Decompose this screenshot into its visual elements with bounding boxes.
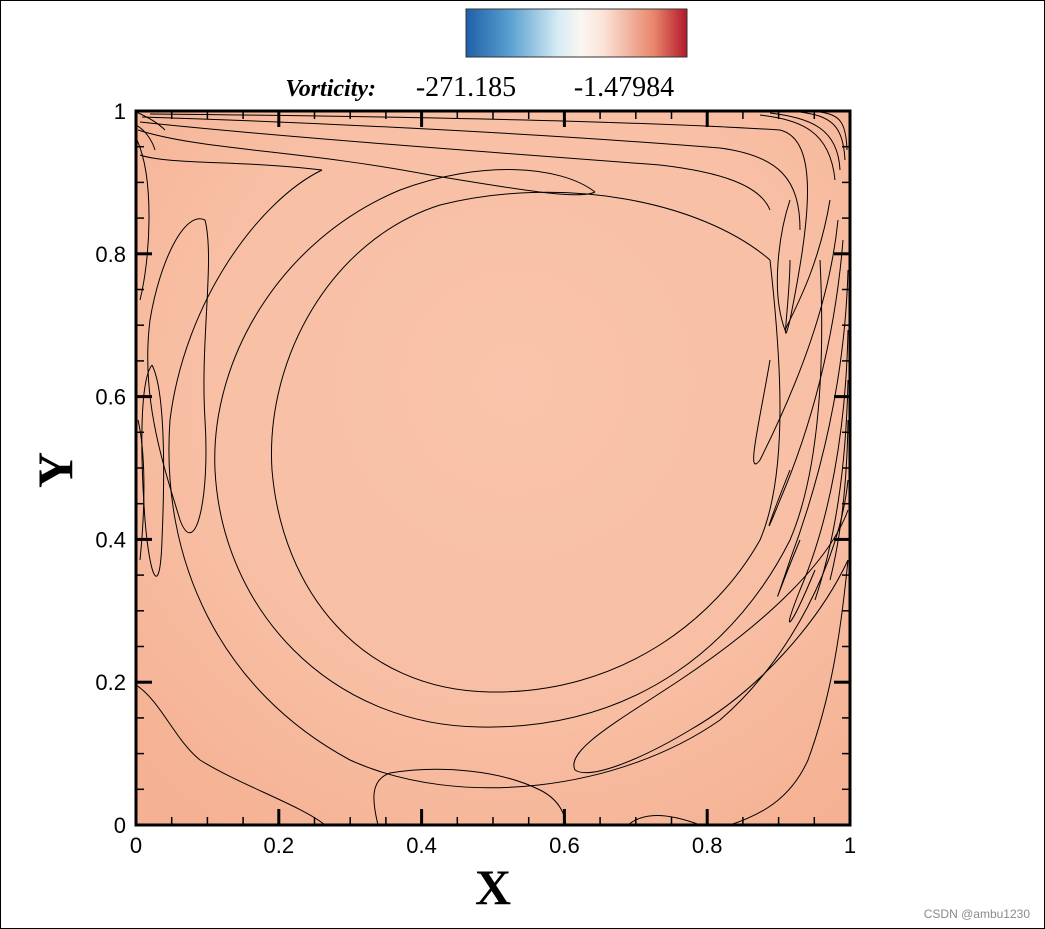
watermark: CSDN @ambu1230 [924,907,1031,921]
y-tick-label: 0.2 [95,670,126,695]
x-axis-tick-labels: 0 0.2 0.4 0.6 0.8 1 [130,833,856,858]
x-tick-label: 0.4 [406,833,437,858]
colorbar-max-label: -1.47984 [574,72,674,103]
x-tick-label: 0 [130,833,142,858]
y-axis-ticks [136,109,850,827]
y-tick-label: 1 [114,99,126,124]
y-axis-tick-labels: 0 0.2 0.4 0.6 0.8 1 [95,99,126,838]
colorbar-min-label: -271.185 [416,72,516,103]
x-tick-label: 0.2 [264,833,295,858]
contour-lines [136,111,849,825]
x-axis-label: X [475,859,511,915]
y-tick-label: 0 [114,813,126,838]
vorticity-field [136,111,850,825]
x-tick-label: 0.6 [549,833,580,858]
x-tick-label: 1 [844,833,856,858]
colorbar [465,8,688,58]
y-tick-label: 0.4 [95,527,126,552]
x-tick-label: 0.8 [692,833,723,858]
y-tick-label: 0.8 [95,242,126,267]
colorbar-label: Vorticity: [285,76,376,102]
y-axis-label: Y [27,452,83,488]
y-tick-label: 0.6 [95,385,126,410]
x-axis-ticks [134,111,852,825]
